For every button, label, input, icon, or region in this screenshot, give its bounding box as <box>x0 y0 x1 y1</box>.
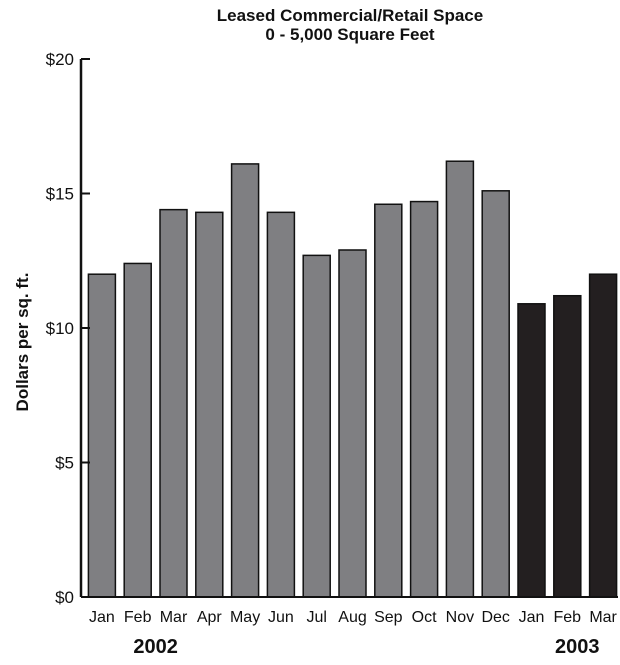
bar-feb-13 <box>553 294 582 598</box>
bar-nov-10 <box>445 160 475 598</box>
x-tick-label: May <box>230 609 260 626</box>
y-tick-label: $10 <box>46 319 74 338</box>
x-tick-label: Jun <box>268 609 294 626</box>
bar-feb-1 <box>123 262 152 598</box>
x-tick-label: Feb <box>124 609 152 626</box>
x-tick-label: Jan <box>519 609 545 626</box>
x-tick-label: Aug <box>338 609 366 626</box>
bar-jan-0 <box>87 273 117 598</box>
bar-sep-8 <box>374 203 403 598</box>
bar-oct-9 <box>409 200 439 598</box>
bars-layer <box>87 160 618 598</box>
bar-dec-11 <box>481 190 510 598</box>
x-tick-label: Mar <box>160 609 188 626</box>
x-axis: Jan Feb Mar Apr May Jun Jul Aug Sep Oct Nov Dec Jan F… <box>81 596 618 658</box>
bar-jul-6 <box>302 254 331 598</box>
bar-may-4 <box>230 163 260 598</box>
x-tick-label: Oct <box>412 609 437 626</box>
chart-subtitle: 0 - 5,000 Square Feet <box>265 25 434 44</box>
bar-jan-12 <box>517 303 546 598</box>
x-tick-label: Mar <box>589 609 617 626</box>
bar-jun-5 <box>266 211 296 598</box>
x-tick-label: Nov <box>446 609 474 626</box>
y-tick-label: $0 <box>55 588 74 607</box>
x-tick-label: Sep <box>374 609 403 626</box>
y-tick-label: $5 <box>55 454 74 473</box>
chart-title: Leased Commercial/Retail Space <box>217 6 483 25</box>
year-label-2002: 2002 <box>133 636 178 658</box>
year-label-2003: 2003 <box>555 636 600 658</box>
x-tick-label: Apr <box>197 609 223 626</box>
y-tick-label: $15 <box>46 185 74 204</box>
y-axis-label: Dollars per sq. ft. <box>13 273 32 412</box>
y-axis: $0 $5 $10 $15 $20 <box>46 50 90 607</box>
x-tick-label: Jan <box>89 609 115 626</box>
bar-apr-3 <box>195 211 224 598</box>
x-tick-label: Jul <box>306 609 326 626</box>
bar-aug-7 <box>338 249 367 598</box>
y-tick-label: $20 <box>46 50 74 69</box>
x-tick-label: Feb <box>554 609 582 626</box>
bar-mar-14 <box>588 273 618 598</box>
bar-mar-2 <box>159 208 188 598</box>
x-tick-label: Dec <box>481 609 509 626</box>
